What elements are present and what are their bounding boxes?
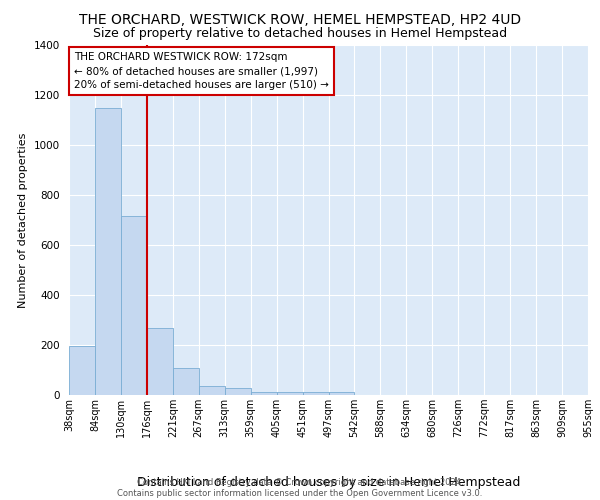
Text: THE ORCHARD, WESTWICK ROW, HEMEL HEMPSTEAD, HP2 4UD: THE ORCHARD, WESTWICK ROW, HEMEL HEMPSTE…	[79, 12, 521, 26]
Text: Size of property relative to detached houses in Hemel Hempstead: Size of property relative to detached ho…	[93, 28, 507, 40]
X-axis label: Distribution of detached houses by size in Hemel Hempstead: Distribution of detached houses by size …	[137, 476, 520, 489]
Text: THE ORCHARD WESTWICK ROW: 172sqm
← 80% of detached houses are smaller (1,997)
20: THE ORCHARD WESTWICK ROW: 172sqm ← 80% o…	[74, 52, 329, 90]
Bar	[277, 392, 302, 395]
Bar	[121, 216, 147, 395]
Bar	[199, 386, 224, 395]
Bar	[147, 328, 173, 395]
Bar	[95, 108, 121, 395]
Bar	[251, 392, 277, 395]
Bar	[173, 368, 199, 395]
Y-axis label: Number of detached properties: Number of detached properties	[18, 132, 28, 308]
Bar	[69, 346, 95, 395]
Bar	[225, 388, 251, 395]
Bar	[302, 392, 329, 395]
Text: Contains HM Land Registry data © Crown copyright and database right 2024.
Contai: Contains HM Land Registry data © Crown c…	[118, 478, 482, 498]
Bar	[329, 392, 355, 395]
